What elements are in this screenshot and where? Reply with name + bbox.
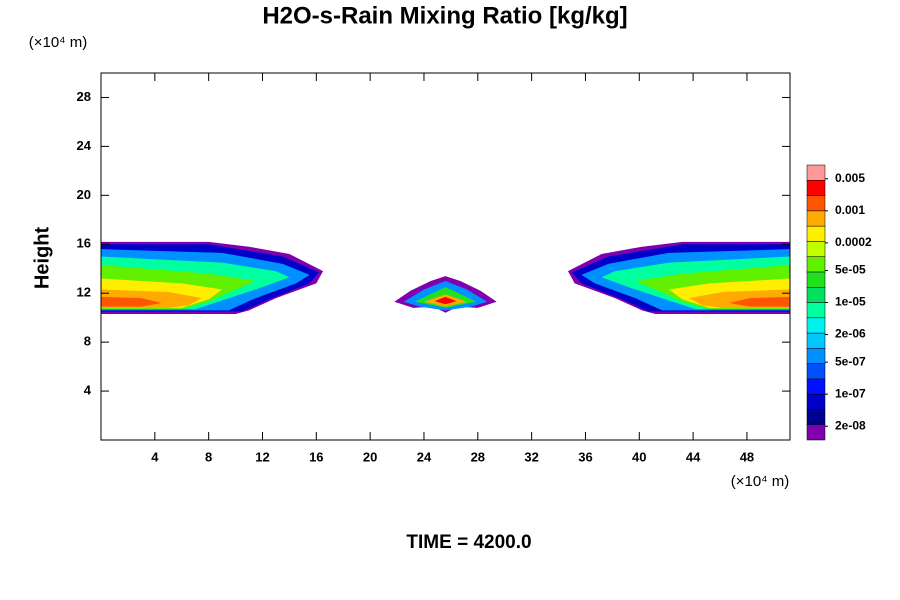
contour-band: [729, 296, 790, 307]
colorbar-box: [806, 241, 826, 257]
colorbar-label: 2e-06: [835, 327, 866, 341]
colorbar-box: [806, 424, 826, 441]
colorbar-box: [806, 409, 826, 425]
x-tick-label: 36: [578, 449, 592, 464]
x-tick-label: 16: [309, 449, 323, 464]
colorbar-box: [806, 302, 826, 319]
colorbar-box: [806, 180, 826, 196]
colorbar-box: [806, 210, 826, 227]
y-tick-label: 20: [77, 187, 91, 202]
x-tick-label: 48: [740, 449, 754, 464]
x-tick-label: 24: [417, 449, 432, 464]
x-tick-label: 40: [632, 449, 646, 464]
colorbar-box: [806, 256, 826, 273]
x-tick-label: 28: [471, 449, 485, 464]
colorbar-box: [806, 164, 826, 181]
colorbar-box: [806, 393, 826, 410]
y-tick-label: 24: [77, 138, 92, 153]
colorbar-label: 0.001: [835, 203, 865, 217]
contour-band: [101, 296, 162, 307]
colorbar-box: [806, 378, 826, 395]
footer: TIME = 4200.0: [406, 532, 531, 553]
x-tick-label: 32: [524, 449, 538, 464]
colorbar-label: 0.0002: [835, 235, 872, 249]
x-tick-label: 44: [686, 449, 701, 464]
x-tick-label: 8: [205, 449, 212, 464]
colorbar-box: [806, 225, 826, 242]
colorbar-label: 5e-07: [835, 354, 866, 368]
plot-frame: [100, 72, 791, 441]
y-tick-label: 28: [77, 89, 91, 104]
x-tick-label: 20: [363, 449, 377, 464]
contour-band: [434, 296, 457, 305]
y-tick-label: 16: [77, 236, 91, 251]
colorbar-box: [806, 271, 826, 288]
colorbar-box: [806, 317, 826, 334]
colorbar-box: [806, 332, 826, 349]
colorbar-label: 1e-05: [835, 295, 866, 309]
colorbar-box: [806, 348, 826, 364]
y-tick-label: 4: [84, 383, 92, 398]
y-tick-label: 8: [84, 334, 91, 349]
x-unit: (×10⁴ m): [731, 473, 790, 490]
colorbar-box: [806, 363, 826, 380]
colorbar-box: [806, 195, 826, 212]
y-unit: (×10⁴ m): [29, 34, 88, 51]
colorbar-label: 2e-08: [835, 418, 866, 432]
y-axis-label: Height: [31, 227, 53, 290]
y-tick-label: 12: [77, 285, 91, 300]
x-tick-label: 4: [151, 449, 159, 464]
colorbar-label: 0.005: [835, 171, 865, 185]
colorbar-box: [806, 286, 826, 303]
chart-title: H2O-s-Rain Mixing Ratio [kg/kg]: [262, 2, 627, 29]
colorbar-label: 1e-07: [835, 386, 866, 400]
colorbar-label: 5e-05: [835, 263, 866, 277]
x-tick-label: 12: [255, 449, 269, 464]
